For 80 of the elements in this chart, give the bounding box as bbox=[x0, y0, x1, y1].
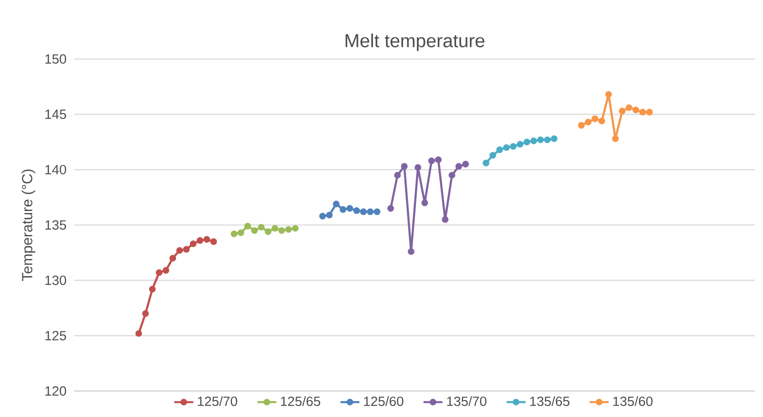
point bbox=[448, 172, 456, 179]
point bbox=[503, 144, 510, 151]
y-tick-label: 125 bbox=[45, 330, 66, 340]
point bbox=[353, 207, 360, 214]
point bbox=[414, 164, 422, 171]
point bbox=[156, 269, 162, 276]
point bbox=[319, 212, 326, 220]
point bbox=[183, 246, 190, 253]
legend-label: 135/70 bbox=[447, 396, 486, 406]
point bbox=[428, 157, 435, 164]
point bbox=[264, 228, 272, 235]
point bbox=[251, 227, 258, 234]
point bbox=[489, 152, 496, 159]
point bbox=[360, 208, 367, 216]
point bbox=[592, 115, 598, 122]
point bbox=[142, 310, 149, 317]
point bbox=[435, 156, 442, 164]
point bbox=[605, 91, 612, 98]
y-tick-label: 135 bbox=[45, 220, 66, 230]
point bbox=[544, 136, 551, 144]
point bbox=[612, 135, 619, 142]
point bbox=[176, 247, 183, 254]
point bbox=[272, 224, 278, 232]
point bbox=[387, 205, 394, 212]
point bbox=[162, 267, 170, 274]
point bbox=[238, 229, 244, 236]
chart-title: Melt temperature bbox=[346, 34, 484, 52]
point bbox=[244, 222, 251, 230]
point bbox=[496, 146, 503, 154]
point bbox=[639, 108, 646, 116]
point bbox=[278, 227, 286, 234]
point bbox=[646, 108, 653, 116]
point bbox=[196, 237, 204, 244]
point bbox=[332, 200, 340, 208]
point bbox=[455, 163, 462, 170]
point bbox=[210, 238, 217, 245]
point bbox=[408, 248, 414, 255]
y-tick-label: 150 bbox=[45, 54, 66, 64]
point bbox=[203, 236, 210, 243]
point bbox=[400, 163, 408, 170]
point bbox=[230, 230, 238, 238]
point bbox=[190, 240, 197, 248]
point bbox=[366, 208, 374, 216]
point bbox=[374, 208, 380, 216]
point bbox=[510, 143, 517, 150]
point bbox=[524, 138, 530, 146]
legend-label: 125/60 bbox=[364, 396, 404, 406]
legend-label: 125/65 bbox=[281, 396, 320, 406]
point bbox=[292, 224, 299, 232]
legend-label: 135/65 bbox=[530, 396, 570, 406]
y-tick-label: 130 bbox=[45, 276, 66, 286]
point bbox=[537, 136, 544, 144]
point bbox=[148, 286, 156, 293]
point bbox=[530, 138, 538, 144]
y-tick-label: 145 bbox=[45, 110, 66, 119]
legend-label: 125/70 bbox=[198, 396, 238, 406]
point bbox=[584, 118, 592, 126]
point bbox=[462, 160, 469, 168]
point bbox=[626, 104, 632, 112]
point bbox=[285, 226, 292, 233]
point bbox=[326, 212, 333, 218]
point bbox=[516, 140, 524, 148]
point bbox=[340, 206, 346, 213]
point bbox=[632, 106, 640, 114]
point bbox=[550, 135, 558, 142]
point bbox=[442, 216, 448, 223]
point bbox=[258, 224, 265, 231]
point bbox=[421, 200, 428, 206]
point bbox=[482, 160, 490, 166]
y-tick-label: 120 bbox=[45, 386, 66, 396]
point bbox=[135, 330, 142, 337]
y-axis-title: Temperature (°C) bbox=[22, 170, 36, 281]
point bbox=[169, 254, 176, 262]
point bbox=[394, 172, 401, 179]
y-tick-label: 140 bbox=[45, 164, 66, 174]
point bbox=[618, 108, 626, 114]
point bbox=[598, 118, 606, 124]
point bbox=[578, 122, 585, 129]
legend-label: 135/60 bbox=[613, 396, 653, 406]
point bbox=[346, 205, 354, 212]
